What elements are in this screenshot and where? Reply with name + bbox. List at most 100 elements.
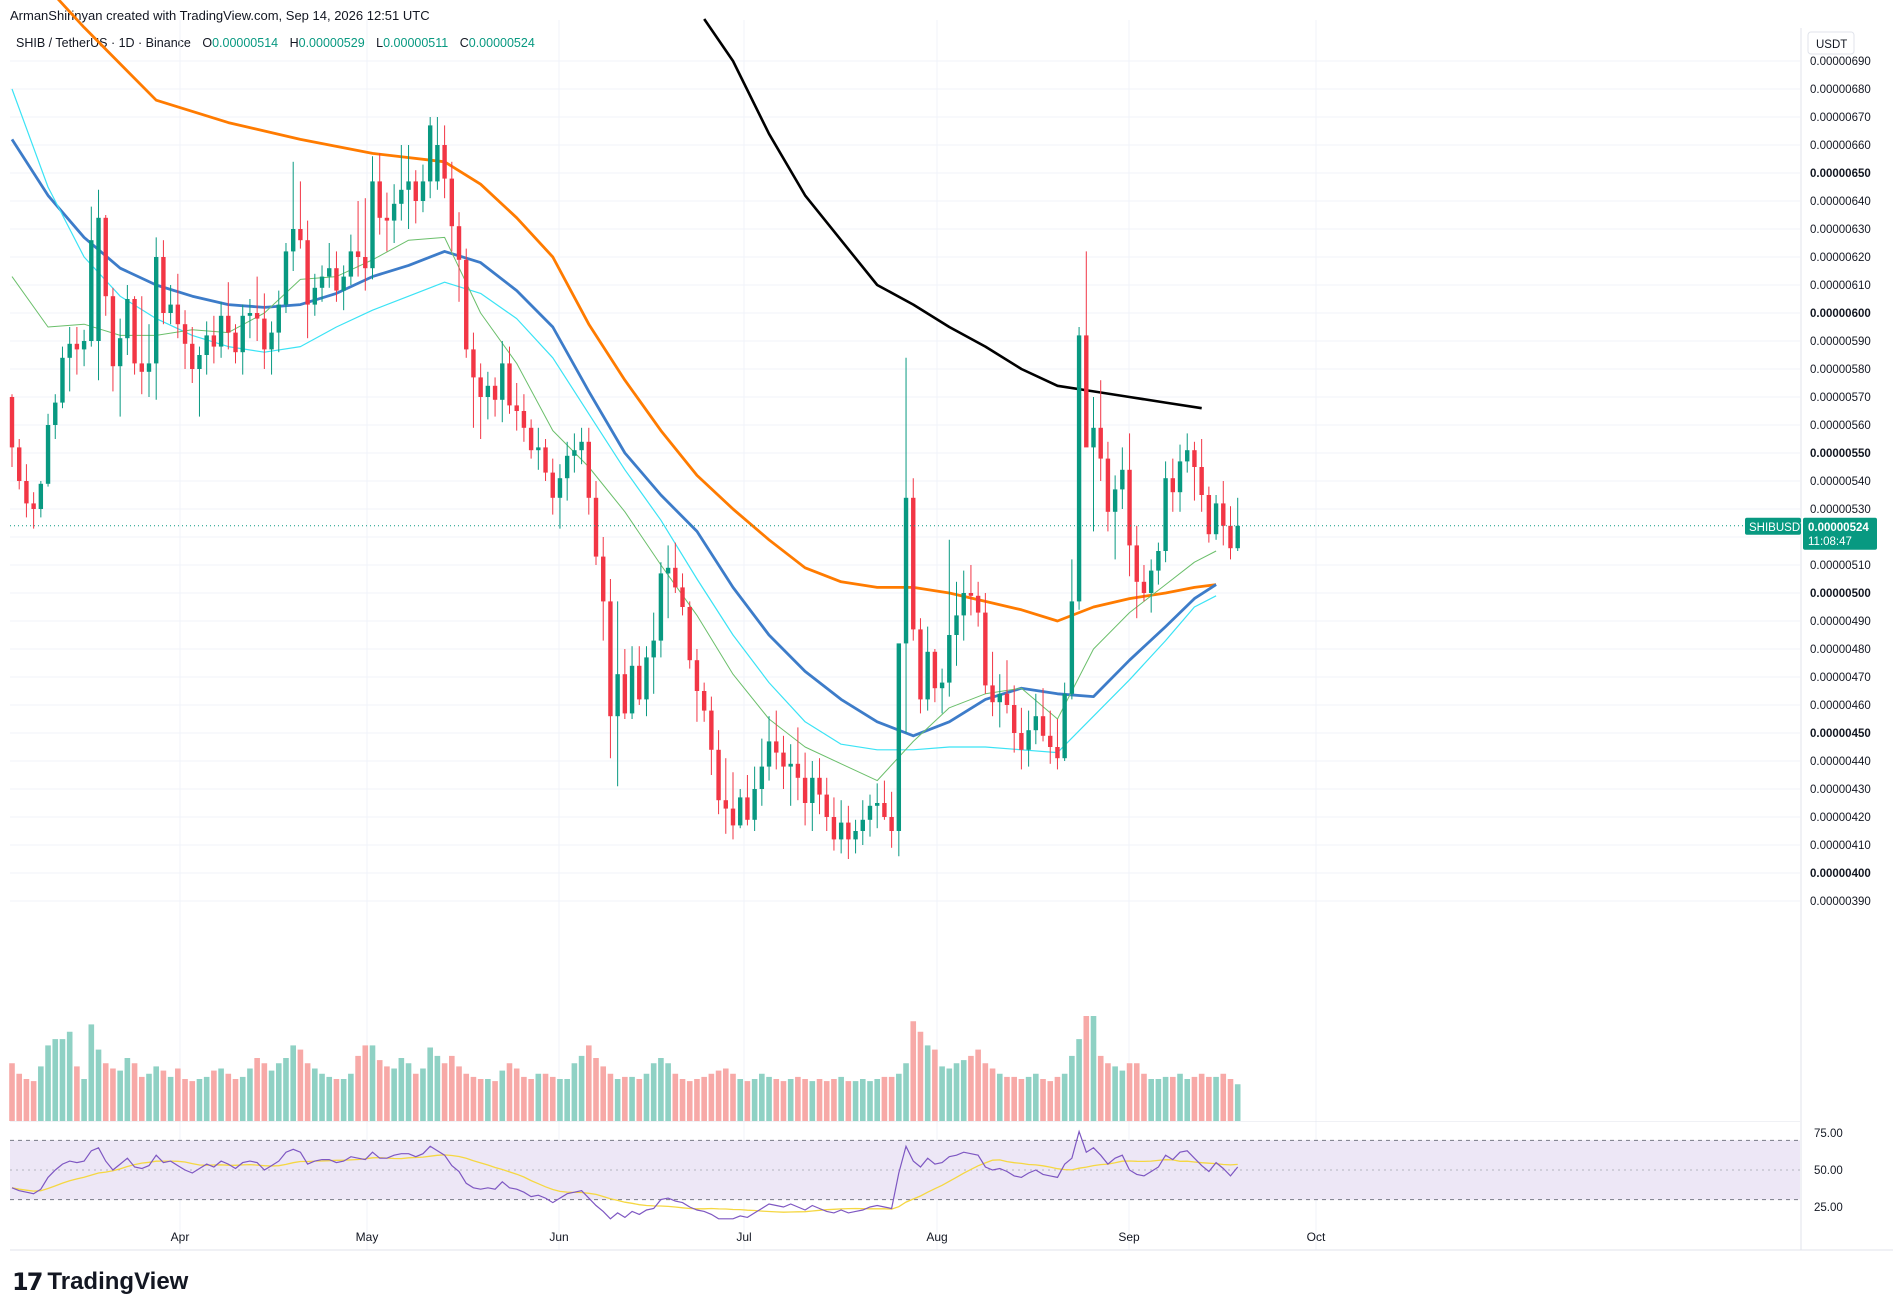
candle[interactable] bbox=[269, 321, 274, 375]
candle[interactable] bbox=[651, 612, 656, 694]
candle[interactable] bbox=[247, 299, 253, 339]
candle[interactable] bbox=[1069, 559, 1075, 700]
candle[interactable] bbox=[507, 346, 512, 414]
candle[interactable] bbox=[586, 427, 591, 515]
candle[interactable] bbox=[413, 170, 418, 224]
candle[interactable] bbox=[644, 646, 649, 717]
candle[interactable] bbox=[492, 377, 498, 417]
candle[interactable] bbox=[1098, 380, 1103, 481]
candle[interactable] bbox=[132, 296, 137, 375]
candle[interactable] bbox=[781, 735, 786, 789]
candle[interactable] bbox=[579, 427, 584, 465]
candle[interactable] bbox=[831, 797, 837, 851]
candle[interactable] bbox=[1048, 710, 1053, 764]
candle[interactable] bbox=[730, 772, 736, 840]
candle[interactable] bbox=[442, 125, 447, 199]
candle[interactable] bbox=[1062, 682, 1067, 761]
candle[interactable] bbox=[939, 668, 945, 714]
candle[interactable] bbox=[1141, 565, 1147, 602]
tradingview-logo[interactable]: 17 TradingView bbox=[12, 1268, 188, 1296]
candle[interactable] bbox=[464, 248, 469, 358]
candle[interactable] bbox=[471, 332, 476, 428]
candle[interactable] bbox=[24, 464, 29, 518]
candle[interactable] bbox=[601, 537, 606, 641]
candle[interactable] bbox=[622, 649, 628, 719]
candle[interactable] bbox=[853, 819, 858, 854]
candle[interactable] bbox=[168, 285, 173, 325]
candle[interactable] bbox=[96, 189, 101, 381]
candle[interactable] bbox=[327, 243, 332, 288]
candle[interactable] bbox=[1040, 688, 1046, 742]
candle[interactable] bbox=[427, 117, 433, 199]
candle[interactable] bbox=[1221, 481, 1226, 546]
candle[interactable] bbox=[370, 156, 375, 280]
candle[interactable] bbox=[961, 570, 966, 641]
candle[interactable] bbox=[514, 383, 519, 431]
candle[interactable] bbox=[983, 593, 988, 694]
candle[interactable] bbox=[355, 201, 361, 277]
candle[interactable] bbox=[283, 243, 289, 313]
candle[interactable] bbox=[197, 346, 202, 417]
candle[interactable] bbox=[1084, 251, 1089, 448]
candle[interactable] bbox=[802, 752, 808, 826]
candle[interactable] bbox=[882, 780, 887, 820]
candle[interactable] bbox=[485, 371, 491, 420]
candle[interactable] bbox=[975, 581, 981, 627]
candle[interactable] bbox=[226, 282, 231, 350]
candle[interactable] bbox=[665, 545, 671, 619]
candle[interactable] bbox=[550, 458, 555, 515]
candle[interactable] bbox=[521, 394, 527, 442]
candle[interactable] bbox=[1011, 685, 1017, 753]
candle[interactable] bbox=[536, 427, 541, 470]
candle[interactable] bbox=[637, 646, 642, 705]
candle[interactable] bbox=[817, 758, 822, 815]
candle[interactable] bbox=[1127, 433, 1132, 577]
candlesticks[interactable] bbox=[9, 117, 1240, 859]
candle[interactable] bbox=[399, 145, 404, 221]
candle[interactable] bbox=[305, 220, 310, 339]
candle[interactable] bbox=[1206, 486, 1212, 543]
candle[interactable] bbox=[1235, 497, 1240, 551]
symbol-name[interactable]: SHIB / TetherUS · 1D · Binance bbox=[16, 36, 191, 50]
candle[interactable] bbox=[449, 161, 455, 252]
candle[interactable] bbox=[341, 265, 346, 311]
candle[interactable] bbox=[1026, 710, 1031, 767]
candle[interactable] bbox=[81, 329, 87, 367]
candle[interactable] bbox=[723, 758, 728, 834]
candle[interactable] bbox=[1004, 660, 1010, 714]
candle[interactable] bbox=[319, 265, 325, 302]
candle[interactable] bbox=[1019, 707, 1024, 770]
candle[interactable] bbox=[420, 164, 426, 213]
candle[interactable] bbox=[312, 273, 318, 316]
candle[interactable] bbox=[218, 301, 224, 358]
candle[interactable] bbox=[701, 682, 707, 722]
candle[interactable] bbox=[67, 327, 72, 392]
candle[interactable] bbox=[572, 433, 577, 473]
candle[interactable] bbox=[262, 293, 267, 369]
candle[interactable] bbox=[774, 710, 779, 770]
candle[interactable] bbox=[838, 800, 844, 854]
candle[interactable] bbox=[745, 775, 750, 826]
candle[interactable] bbox=[1105, 441, 1111, 532]
candle[interactable] bbox=[997, 674, 1002, 728]
candle[interactable] bbox=[1228, 506, 1233, 560]
candle[interactable] bbox=[810, 761, 815, 831]
candle[interactable] bbox=[680, 573, 685, 616]
candle[interactable] bbox=[1148, 559, 1154, 613]
candle[interactable] bbox=[795, 727, 801, 801]
candle[interactable] bbox=[110, 287, 116, 392]
candle[interactable] bbox=[478, 363, 483, 439]
candle[interactable] bbox=[146, 324, 152, 397]
candle[interactable] bbox=[435, 117, 440, 190]
candle[interactable] bbox=[45, 413, 51, 487]
candle[interactable] bbox=[875, 783, 880, 829]
candle[interactable] bbox=[1055, 719, 1060, 770]
candle[interactable] bbox=[867, 794, 873, 837]
candle[interactable] bbox=[564, 441, 570, 501]
candle[interactable] bbox=[738, 789, 743, 829]
candle[interactable] bbox=[528, 419, 534, 459]
candle[interactable] bbox=[1177, 444, 1183, 512]
candle[interactable] bbox=[276, 290, 281, 353]
candle[interactable] bbox=[1163, 461, 1168, 563]
